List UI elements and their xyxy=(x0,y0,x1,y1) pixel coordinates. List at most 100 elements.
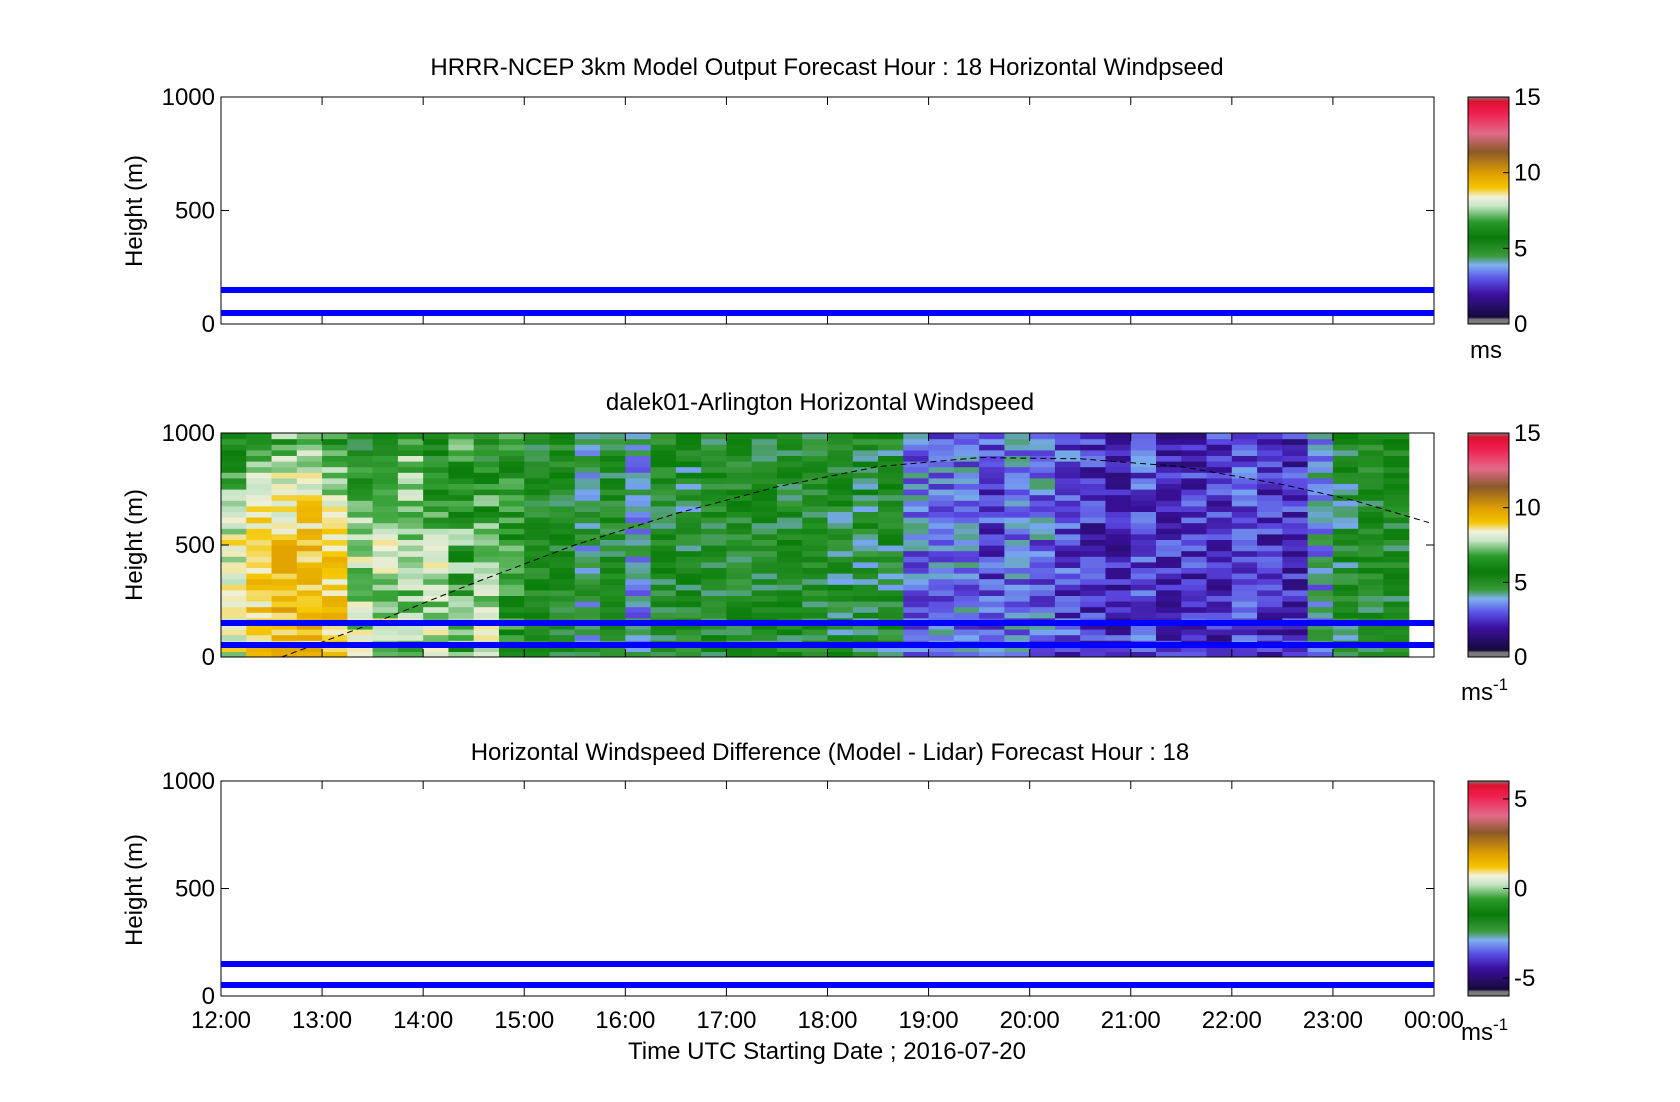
heatmap-cell xyxy=(1004,483,1031,490)
heatmap-cell xyxy=(726,466,753,473)
heatmap-cell xyxy=(1358,494,1385,501)
heatmap-cell xyxy=(423,494,450,501)
heatmap-cell xyxy=(397,612,424,619)
heatmap-cell xyxy=(1282,645,1309,652)
heatmap-cell xyxy=(1156,561,1182,568)
heatmap-cell xyxy=(650,612,677,619)
heatmap-cell xyxy=(423,511,450,518)
heatmap-cell xyxy=(448,601,475,608)
heatmap-cell xyxy=(1332,438,1359,445)
heatmap-cell xyxy=(473,438,500,445)
heatmap-cell xyxy=(1054,528,1081,535)
heatmap-cell xyxy=(878,589,904,596)
heatmap-cell xyxy=(1307,533,1334,540)
heatmap-cell xyxy=(852,511,879,518)
heatmap-cell xyxy=(726,472,753,479)
heatmap-cell xyxy=(701,444,728,451)
heatmap-cell xyxy=(397,433,424,440)
heatmap-cell xyxy=(1231,494,1258,501)
heatmap-cell xyxy=(600,477,626,484)
heatmap-cell xyxy=(650,500,677,507)
heatmap-cell xyxy=(852,489,879,496)
heatmap-cell xyxy=(650,477,677,484)
heatmap-cell xyxy=(979,556,1005,563)
heatmap-cell xyxy=(1206,550,1233,557)
heatmap-cell xyxy=(1181,444,1208,451)
heatmap-cell xyxy=(1181,505,1208,512)
heatmap-cell xyxy=(650,651,677,657)
heatmap-cell xyxy=(675,589,702,596)
heatmap-cell xyxy=(271,517,298,524)
heatmap-cell xyxy=(928,567,955,574)
heatmap-cell xyxy=(246,601,273,608)
heatmap-cell xyxy=(675,634,702,641)
heatmap-cell xyxy=(1156,573,1182,580)
heatmap-cell xyxy=(498,612,525,619)
heatmap-cell xyxy=(675,489,702,496)
heatmap-cell xyxy=(524,500,551,507)
heatmap-cell xyxy=(1358,438,1385,445)
heatmap-cell xyxy=(221,461,247,468)
x-tick-label: 22:00 xyxy=(1202,1007,1262,1034)
heatmap-cell xyxy=(1383,472,1410,479)
heatmap-cell xyxy=(650,589,677,596)
heatmap-cell xyxy=(498,567,525,574)
heatmap-cell xyxy=(1029,539,1056,546)
heatmap-cell xyxy=(271,645,298,652)
heatmap-cell xyxy=(1358,589,1385,596)
heatmap-cell xyxy=(953,477,980,484)
heatmap-cell xyxy=(1358,584,1385,591)
heatmap-cell xyxy=(928,438,955,445)
heatmap-cell xyxy=(1130,573,1157,580)
heatmap-cell xyxy=(347,545,374,552)
heatmap-cell xyxy=(1231,517,1258,524)
heatmap-cell xyxy=(397,517,424,524)
heatmap-cell xyxy=(347,489,374,496)
heatmap-cell xyxy=(322,494,348,501)
heatmap-cell xyxy=(1383,449,1410,456)
heatmap-cell xyxy=(1080,645,1107,652)
heatmap-cell xyxy=(524,606,551,613)
heatmap-cell xyxy=(1257,651,1283,657)
heatmap-cell xyxy=(1080,438,1107,445)
heatmap-cell xyxy=(271,533,298,540)
heatmap-cell xyxy=(221,651,247,657)
heatmap-cell xyxy=(423,550,450,557)
heatmap-cell xyxy=(751,539,778,546)
heatmap-cell xyxy=(650,634,677,641)
heatmap-cell xyxy=(1029,449,1056,456)
heatmap-cell xyxy=(852,556,879,563)
heatmap-cell xyxy=(852,651,879,657)
heatmap-cell xyxy=(802,545,829,552)
heatmap-cell xyxy=(1156,545,1182,552)
heatmap-cell xyxy=(1307,505,1334,512)
heatmap-cell xyxy=(600,578,626,585)
heatmap-cell xyxy=(1105,595,1132,602)
heatmap-cell xyxy=(1029,612,1056,619)
heatmap-cell xyxy=(726,612,753,619)
heatmap-cell xyxy=(1332,595,1359,602)
heatmap-cell xyxy=(751,517,778,524)
heatmap-cell xyxy=(1105,483,1132,490)
heatmap-cell xyxy=(650,449,677,456)
heatmap-cell xyxy=(802,623,829,630)
heatmap-cell xyxy=(347,483,374,490)
heatmap-cell xyxy=(372,505,399,512)
heatmap-cell xyxy=(675,550,702,557)
heatmap-cell xyxy=(347,623,374,630)
heatmap-cell xyxy=(397,623,424,630)
heatmap-cell xyxy=(852,522,879,529)
heatmap-cell xyxy=(776,483,803,490)
heatmap-cell xyxy=(928,589,955,596)
heatmap-cell xyxy=(1383,489,1410,496)
heatmap-cell xyxy=(549,612,576,619)
heatmap-cell xyxy=(1054,578,1081,585)
heatmap-cell xyxy=(473,589,500,596)
heatmap-cell xyxy=(953,651,980,657)
heatmap-cell xyxy=(776,629,803,636)
heatmap-cell xyxy=(979,461,1005,468)
heatmap-cell xyxy=(221,634,247,641)
heatmap-cell xyxy=(600,494,626,501)
heatmap-cell xyxy=(827,483,854,490)
heatmap-cell xyxy=(574,561,601,568)
